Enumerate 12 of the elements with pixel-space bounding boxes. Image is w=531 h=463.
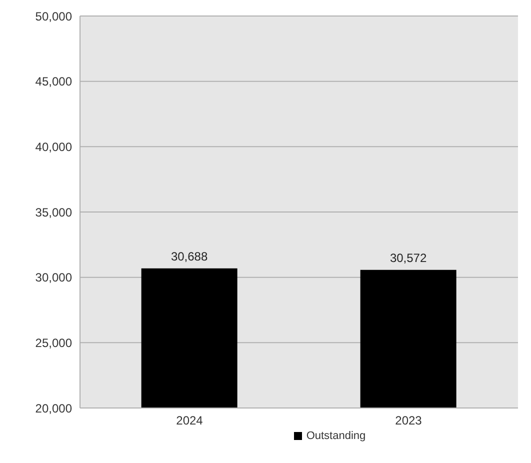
y-tick-label: 35,000: [35, 205, 72, 220]
x-tick-label: 2023: [395, 414, 422, 428]
y-tick-label: 25,000: [35, 336, 72, 350]
legend-label: Outstanding: [306, 430, 366, 442]
data-label: 30,572: [390, 250, 427, 265]
y-tick-label: 30,000: [35, 270, 72, 285]
y-tick-label: 20,000: [35, 401, 72, 416]
data-label: 30,688: [170, 249, 208, 264]
y-tick-label: 45,000: [35, 74, 72, 89]
x-tick-label: 2024: [176, 414, 204, 428]
y-tick-label: 50,000: [35, 9, 72, 24]
y-tick-label: 40,000: [35, 140, 72, 154]
